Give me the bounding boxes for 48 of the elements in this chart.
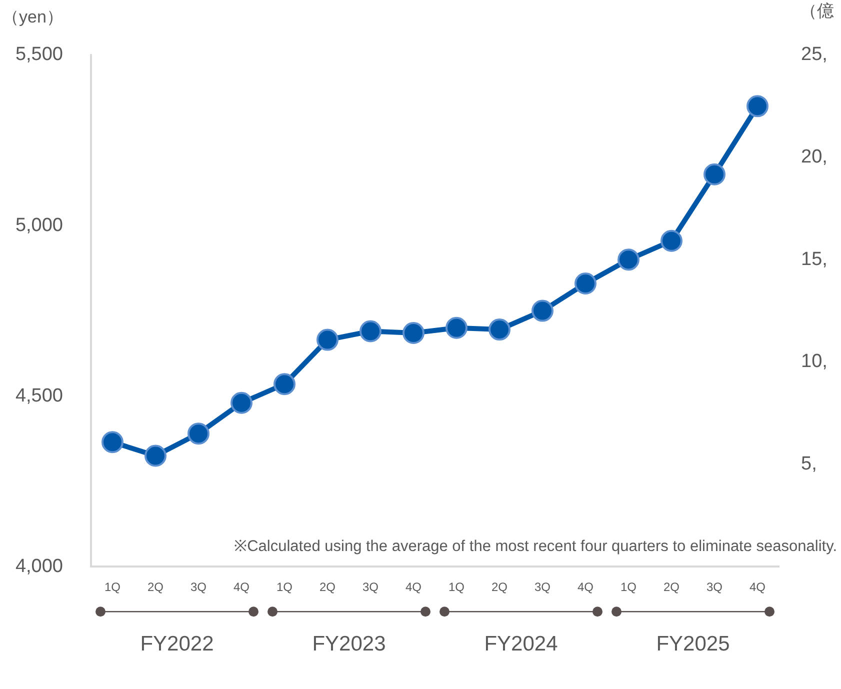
- point: [230, 392, 252, 414]
- x-tick-label: 2Q: [147, 580, 164, 594]
- point: [618, 248, 640, 271]
- point: [488, 318, 510, 341]
- y2-tick-label: 5,: [801, 454, 817, 475]
- text: FY2023: [312, 632, 386, 656]
- y-tick-label: 4,000: [15, 556, 63, 577]
- x-tick-label: 4Q: [233, 580, 250, 594]
- y-tick-label: 4,500: [15, 385, 63, 406]
- x-tick-label: 2Q: [663, 580, 680, 594]
- point: [446, 316, 468, 339]
- text: FY2022: [140, 632, 214, 656]
- point: [402, 322, 424, 344]
- x-tick-label: 4Q: [749, 580, 766, 594]
- x-tick-label: 4Q: [577, 580, 594, 594]
- x-tick-label: 1Q: [276, 580, 293, 594]
- annotation: ※Calculated using the average of the most recent four quarters to eliminate seasonality.: [234, 538, 837, 555]
- x-tick-label: 2Q: [319, 580, 336, 594]
- y2-tick-label: 10,: [801, 351, 828, 372]
- point: [360, 320, 382, 342]
- x-tick-label: 1Q: [620, 580, 637, 594]
- x-tick-label: 3Q: [706, 580, 723, 594]
- y2-tick-label: 15,: [801, 248, 828, 270]
- point: [188, 422, 210, 445]
- point: [316, 328, 338, 351]
- text: FY2024: [484, 632, 558, 656]
- point: [274, 373, 296, 396]
- x-tick-label: 4Q: [405, 580, 422, 594]
- x-tick-label: 3Q: [534, 580, 551, 594]
- y2-axis-title: （億: [800, 2, 834, 21]
- x-tick-label: 1Q: [448, 580, 465, 594]
- y2-tick-label: 25,: [801, 44, 828, 66]
- x-tick-label: 3Q: [190, 580, 207, 594]
- point: [660, 230, 682, 252]
- point: [746, 95, 768, 118]
- point: [102, 431, 124, 454]
- x-tick-label: 2Q: [491, 580, 508, 594]
- point: [704, 163, 726, 186]
- y-tick-label: 5,000: [15, 214, 63, 236]
- point: [144, 444, 166, 467]
- x-tick-label: 3Q: [362, 580, 379, 594]
- x-tick-label: 1Q: [104, 580, 121, 594]
- y2-tick-label: 20,: [801, 146, 828, 168]
- point: [532, 300, 554, 322]
- text: FY2025: [656, 632, 730, 656]
- y-axis-title: （yen）: [2, 8, 64, 27]
- y-tick-label: 5,500: [15, 44, 63, 66]
- point: [574, 272, 596, 295]
